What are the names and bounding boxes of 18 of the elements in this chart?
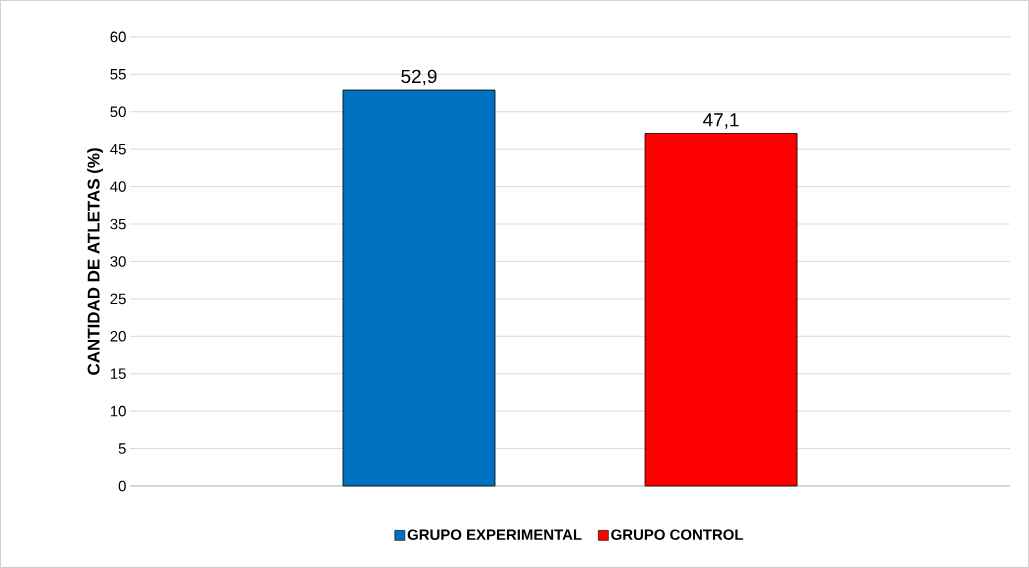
y-tick-label: 20	[110, 331, 126, 342]
data-label: 47,1	[703, 113, 739, 129]
y-axis-title: CANTIDAD DE ATLETAS (%)	[87, 148, 103, 375]
y-tick-label: 45	[110, 144, 126, 155]
y-tick-label: 15	[110, 368, 126, 379]
legend-label: GRUPO EXPERIMENTAL	[407, 529, 582, 541]
y-tick-label: 40	[110, 181, 126, 192]
legend-label: GRUPO CONTROL	[611, 529, 744, 541]
y-tick-label: 10	[110, 405, 126, 417]
y-tick-label: 0	[118, 480, 126, 492]
y-tick-label: 55	[110, 69, 126, 80]
y-tick-label: 50	[110, 106, 126, 118]
data-label: 52,9	[401, 69, 437, 86]
y-tick-label: 25	[110, 293, 126, 305]
y-tick-label: 60	[110, 31, 126, 43]
y-tick-label: 30	[110, 256, 126, 267]
y-tick-label: 5	[118, 443, 126, 454]
y-tick-label: 35	[110, 218, 126, 230]
